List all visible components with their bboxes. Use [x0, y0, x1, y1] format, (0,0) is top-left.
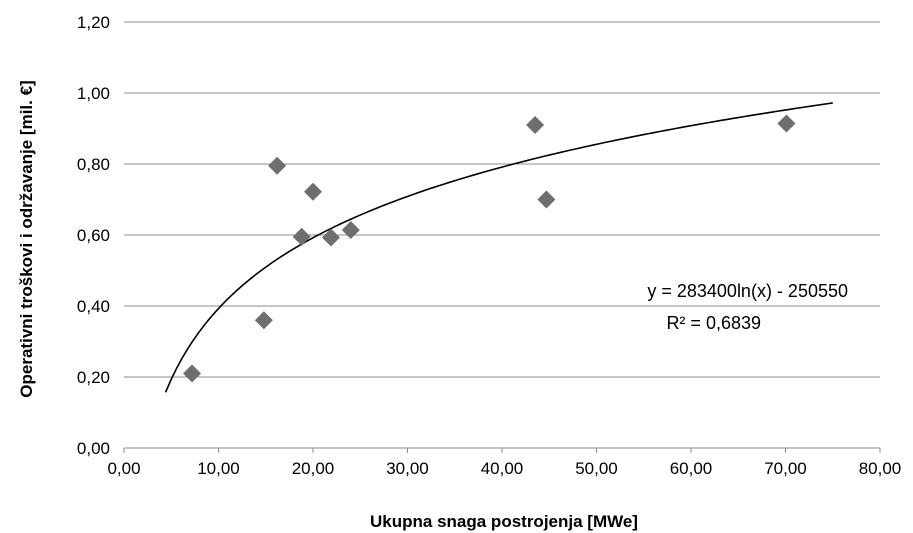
- y-tick-label: 1,00: [77, 84, 110, 103]
- y-axis-title: Operativni troškovi i održavanje [mil. €…: [17, 80, 36, 397]
- data-point: [526, 115, 545, 134]
- r-squared-label: R² = 0,6839: [666, 313, 761, 333]
- y-tick-label: 0,80: [77, 155, 110, 174]
- x-axis-title: Ukupna snaga postrojenja [MWe]: [370, 512, 638, 531]
- data-point: [268, 156, 287, 175]
- x-tick-labels: 0,00 10,00 20,00 30,00 40,00 50,00 60,00 70,00 8…: [107, 448, 901, 478]
- data-point: [304, 182, 322, 201]
- y-tick-labels: 0,00 0,20 0,40 0,60 0,80 1,00 1,20: [77, 13, 110, 458]
- data-points: [183, 114, 796, 383]
- data-point: [341, 221, 360, 240]
- trendline: [164, 102, 833, 393]
- trendline-equation: y = 283400ln(x) - 250550: [647, 281, 848, 301]
- data-point: [537, 190, 556, 209]
- x-tick-label: 40,00: [481, 459, 524, 478]
- data-point: [292, 227, 311, 246]
- x-tick-label: 50,00: [575, 459, 618, 478]
- x-tick-label: 30,00: [386, 459, 429, 478]
- y-tick-label: 0,00: [77, 439, 110, 458]
- x-tick-label: 0,00: [107, 459, 140, 478]
- data-point: [254, 311, 273, 330]
- y-tick-label: 0,40: [77, 297, 110, 316]
- data-point: [777, 114, 796, 133]
- y-tick-label: 0,20: [77, 368, 110, 387]
- y-tick-label: 1,20: [77, 13, 110, 32]
- y-tick-label: 0,60: [77, 226, 110, 245]
- data-point: [183, 364, 202, 383]
- x-tick-label: 80,00: [859, 459, 902, 478]
- gridlines: [124, 21, 880, 378]
- x-tick-label: 60,00: [670, 459, 713, 478]
- x-tick-label: 20,00: [292, 459, 335, 478]
- data-point: [321, 228, 340, 247]
- x-tick-label: 70,00: [764, 459, 807, 478]
- x-tick-label: 10,00: [197, 459, 240, 478]
